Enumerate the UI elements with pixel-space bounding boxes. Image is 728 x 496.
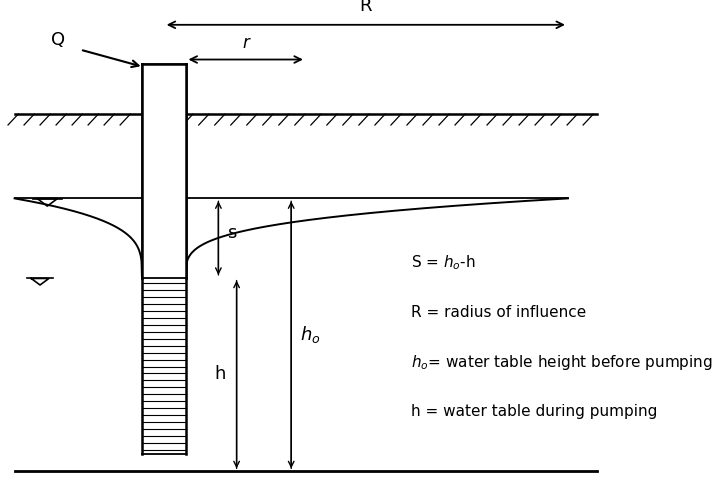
Text: Q: Q	[51, 31, 66, 49]
Text: $h_o$= water table height before pumping: $h_o$= water table height before pumping	[411, 353, 713, 372]
Text: R: R	[360, 0, 372, 15]
Text: r: r	[242, 34, 249, 52]
Text: h = water table during pumping: h = water table during pumping	[411, 404, 657, 419]
Text: R = radius of influence: R = radius of influence	[411, 305, 587, 320]
Text: $h_o$: $h_o$	[300, 324, 320, 345]
Text: s: s	[227, 224, 237, 242]
Bar	[142, 278, 186, 454]
Text: h: h	[214, 366, 226, 383]
Text: S = $h_o$-h: S = $h_o$-h	[411, 253, 476, 272]
Bar	[142, 64, 186, 278]
